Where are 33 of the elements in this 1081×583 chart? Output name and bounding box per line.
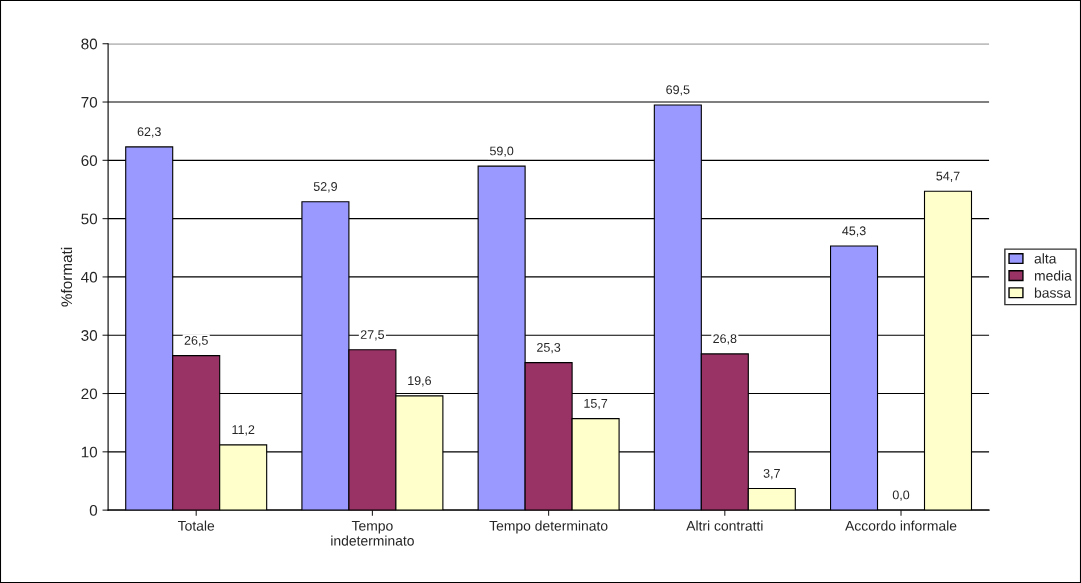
data-label: 52,9 bbox=[313, 182, 337, 193]
y-tick-label: 60 bbox=[81, 155, 98, 167]
data-label: 45,3 bbox=[842, 226, 866, 237]
y-tick-label: 20 bbox=[81, 388, 98, 400]
x-tick-label: Tempo indeterminato bbox=[331, 521, 414, 546]
y-tick-label: 0 bbox=[89, 504, 98, 516]
data-label: 19,6 bbox=[408, 376, 432, 387]
y-tick-label: 80 bbox=[81, 38, 98, 50]
y-tick-label: 70 bbox=[81, 96, 98, 108]
x-tick-label: Altri contratti bbox=[686, 520, 763, 531]
x-tick-label: Accordo informale bbox=[845, 520, 957, 531]
y-axis-title: %formati bbox=[60, 247, 73, 307]
x-tick-label: Totale bbox=[177, 520, 215, 531]
data-label: 3,7 bbox=[763, 468, 780, 480]
y-tick-label: 50 bbox=[81, 213, 98, 225]
data-label: 15,7 bbox=[584, 399, 608, 410]
data-label: 0,0 bbox=[892, 490, 910, 501]
data-label: 62,3 bbox=[137, 127, 161, 138]
data-label: 69,5 bbox=[666, 85, 690, 96]
legend-label: media bbox=[1034, 270, 1072, 281]
y-tick-label: 40 bbox=[81, 271, 98, 283]
data-label: 26,5 bbox=[184, 335, 208, 347]
data-label: 27,5 bbox=[360, 330, 385, 341]
y-tick-label: 30 bbox=[81, 330, 98, 341]
legend-label: bassa bbox=[1034, 287, 1072, 298]
y-tick-label: 10 bbox=[81, 446, 98, 458]
data-label: 26,8 bbox=[713, 334, 737, 345]
data-label: 59,0 bbox=[489, 146, 514, 157]
data-label: 54,7 bbox=[936, 171, 960, 182]
data-label: 11,2 bbox=[232, 425, 255, 436]
x-tick-label: Tempo determinato bbox=[489, 520, 608, 534]
data-label: 25,3 bbox=[537, 342, 561, 354]
legend-label: alta bbox=[1034, 253, 1057, 264]
